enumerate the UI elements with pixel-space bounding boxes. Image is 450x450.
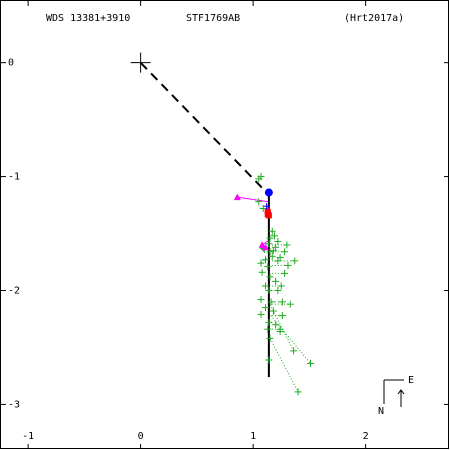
measure-point-42 (264, 325, 272, 333)
special-point-0 (233, 193, 241, 201)
measure-point-7 (274, 238, 282, 246)
measure-point-23 (284, 261, 292, 269)
measure-point-5 (271, 232, 278, 240)
measure-point-4 (268, 227, 276, 235)
measure-point-39 (278, 312, 286, 320)
y-tick-label-1: -1 (8, 172, 20, 183)
measure-point-32 (257, 296, 265, 304)
measure-point-33 (267, 298, 275, 306)
x-tick-label-2: 1 (250, 431, 256, 442)
header-ref: (Hrt2017a) (344, 13, 404, 24)
measure-point-34 (278, 298, 286, 306)
compass-east-label: E (408, 375, 414, 386)
latest-cross (263, 203, 270, 210)
measure-point-26 (281, 269, 289, 277)
measure-point-28 (262, 282, 269, 290)
x-tick-label-3: 2 (363, 431, 369, 442)
measure-point-47 (265, 356, 273, 364)
residual-line-13 (268, 312, 311, 364)
x-tick-label-1: 0 (138, 431, 144, 442)
measure-point-41 (272, 321, 280, 329)
special-point-1 (258, 241, 266, 248)
measure-point-22 (264, 263, 272, 271)
measure-point-13 (269, 247, 277, 255)
measure-point-20 (291, 257, 299, 265)
measure-point-38 (257, 310, 265, 318)
compass: E N (378, 375, 414, 417)
measure-point-6 (266, 234, 274, 242)
compass-arrow-head (397, 389, 405, 395)
measure-point-25 (266, 273, 274, 281)
measure-point-15 (281, 248, 289, 256)
orbit-lines (139, 61, 270, 378)
measure-point-44 (276, 328, 284, 336)
measure-point-8 (265, 240, 273, 248)
measure-point-31 (274, 287, 282, 295)
special-point-2 (262, 243, 269, 251)
measure-point-40 (265, 318, 273, 326)
measure-point-16 (268, 252, 276, 260)
measure-point-48 (307, 359, 314, 367)
y-tick-label-2: -2 (8, 286, 20, 297)
measure-point-46 (290, 347, 298, 355)
measure-point-27 (272, 277, 280, 285)
compass-north-label: N (378, 406, 384, 417)
measure-point-14 (266, 248, 274, 256)
measure-point-30 (265, 287, 273, 295)
measure-point-17 (262, 256, 269, 264)
special-residual-line-0 (237, 196, 268, 203)
measure-point-37 (269, 307, 277, 315)
measure-point-9 (283, 241, 291, 249)
data-marks (130, 52, 314, 396)
measure-point-36 (262, 304, 269, 312)
header-name: STF1769AB (186, 13, 240, 24)
measure-point-21 (257, 259, 265, 267)
measure-point-29 (277, 282, 285, 290)
measure-point-3 (259, 204, 267, 212)
measure-point-2 (255, 198, 263, 206)
primary-star-marker (130, 52, 151, 73)
measure-point-45 (266, 334, 274, 342)
dashed-line (139, 61, 269, 195)
measure-point-24 (258, 268, 266, 276)
predicted-point-2 (265, 212, 272, 219)
measure-point-19 (274, 257, 282, 265)
measure-point-35 (286, 300, 294, 308)
y-tick-label-0: 0 (8, 58, 14, 69)
axis-tick-labels: -1 0 1 2 0 -1 -2 -3 (8, 58, 369, 442)
header-wds: WDS 13381+3910 (46, 13, 130, 24)
y-tick-label-3: -3 (8, 399, 20, 410)
latest-point (264, 188, 273, 197)
measure-point-1 (255, 175, 263, 183)
x-tick-label-0: -1 (22, 431, 34, 442)
measure-point-49 (294, 388, 302, 396)
